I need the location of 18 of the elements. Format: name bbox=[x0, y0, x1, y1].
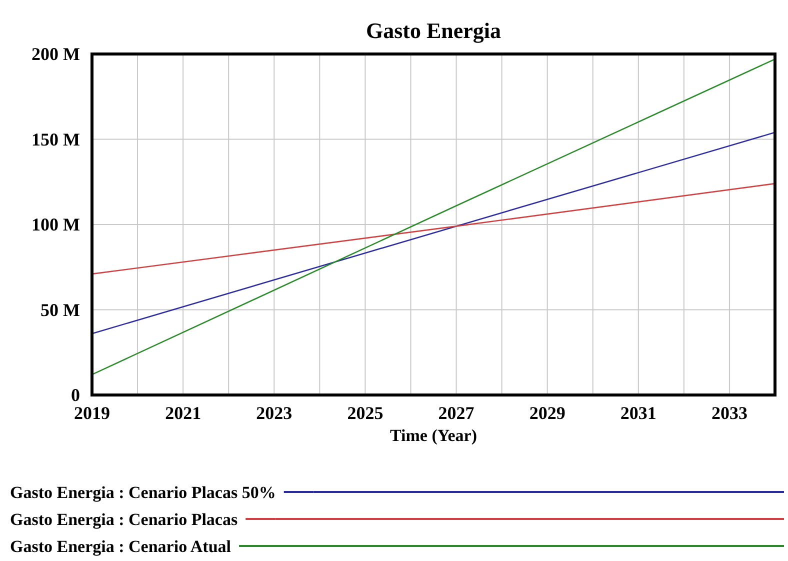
y-tick-label: 100 M bbox=[32, 214, 80, 234]
x-tick-label: 2029 bbox=[529, 403, 566, 423]
chart-title: Gasto Energia bbox=[366, 18, 502, 43]
x-tick-label: 2033 bbox=[711, 403, 748, 423]
y-tick-label: 150 M bbox=[32, 129, 80, 150]
x-axis-title: Time (Year) bbox=[390, 426, 478, 445]
y-tick-label: 50 M bbox=[40, 300, 80, 320]
x-tick-label: 2023 bbox=[256, 403, 292, 423]
y-tick-label: 0 bbox=[71, 385, 80, 405]
x-tick-label: 2019 bbox=[74, 403, 110, 423]
x-tick-label: 2027 bbox=[438, 403, 474, 423]
y-tick-label: 200 M bbox=[32, 44, 80, 64]
x-tick-label: 2021 bbox=[165, 403, 202, 423]
x-tick-label: 2025 bbox=[347, 403, 384, 423]
legend-label: Gasto Energia : Cenario Placas 50% bbox=[10, 483, 276, 502]
legend-label: Gasto Energia : Cenario Atual bbox=[10, 537, 232, 556]
x-tick-label: 2031 bbox=[620, 403, 656, 423]
legend-label: Gasto Energia : Cenario Placas bbox=[10, 510, 238, 529]
